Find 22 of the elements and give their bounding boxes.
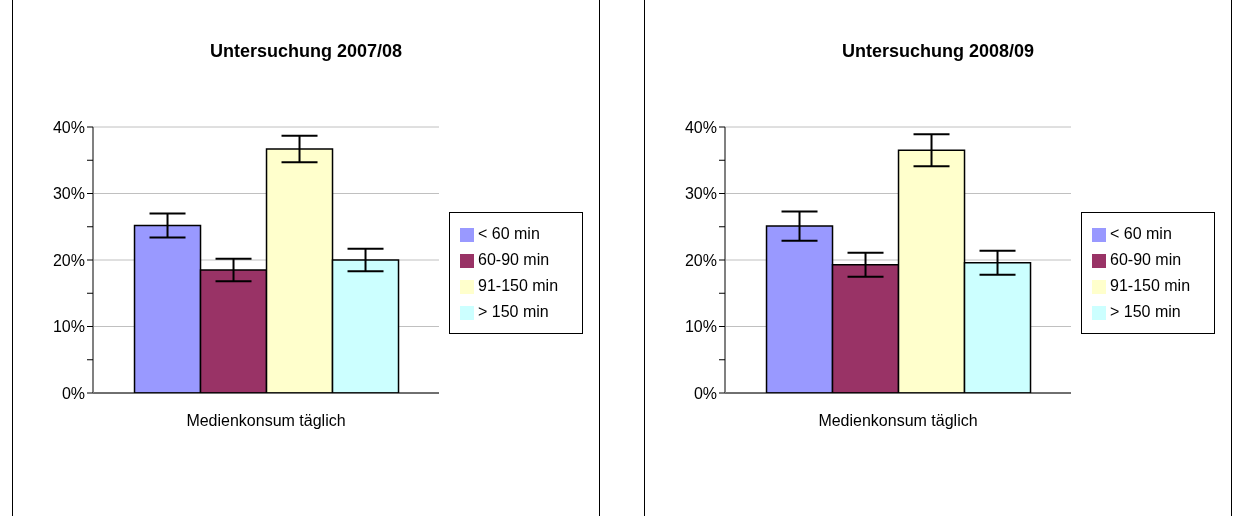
y-tick-label: 10% [52,318,85,336]
legend-label: 91-150 min [478,277,559,294]
y-tick-label: 0% [693,384,717,402]
legend-label: < 60 min [478,225,540,242]
y-tick-label: 30% [684,185,717,203]
y-tick-label: 20% [52,251,85,269]
legend-label: > 150 min [478,303,549,320]
legend-label: < 60 min [1110,225,1172,242]
x-tick-label: Medienkonsum täglich [186,412,346,430]
chart-title: Untersuchung 2007/08 [208,41,404,62]
legend-label: 91-150 min [1110,277,1191,294]
chart-title: Untersuchung 2008/09 [840,41,1036,62]
y-tick-label: 0% [61,384,85,402]
y-tick-label: 30% [52,185,85,203]
y-tick-label: 10% [684,318,717,336]
x-tick-label: Medienkonsum täglich [818,412,978,430]
y-tick-label: 40% [684,118,717,136]
legend-label: 60-90 min [478,251,550,268]
legend-label: 60-90 min [1110,251,1182,268]
y-tick-label: 40% [52,118,85,136]
legend-label: > 150 min [1110,303,1181,320]
y-tick-label: 20% [684,251,717,269]
